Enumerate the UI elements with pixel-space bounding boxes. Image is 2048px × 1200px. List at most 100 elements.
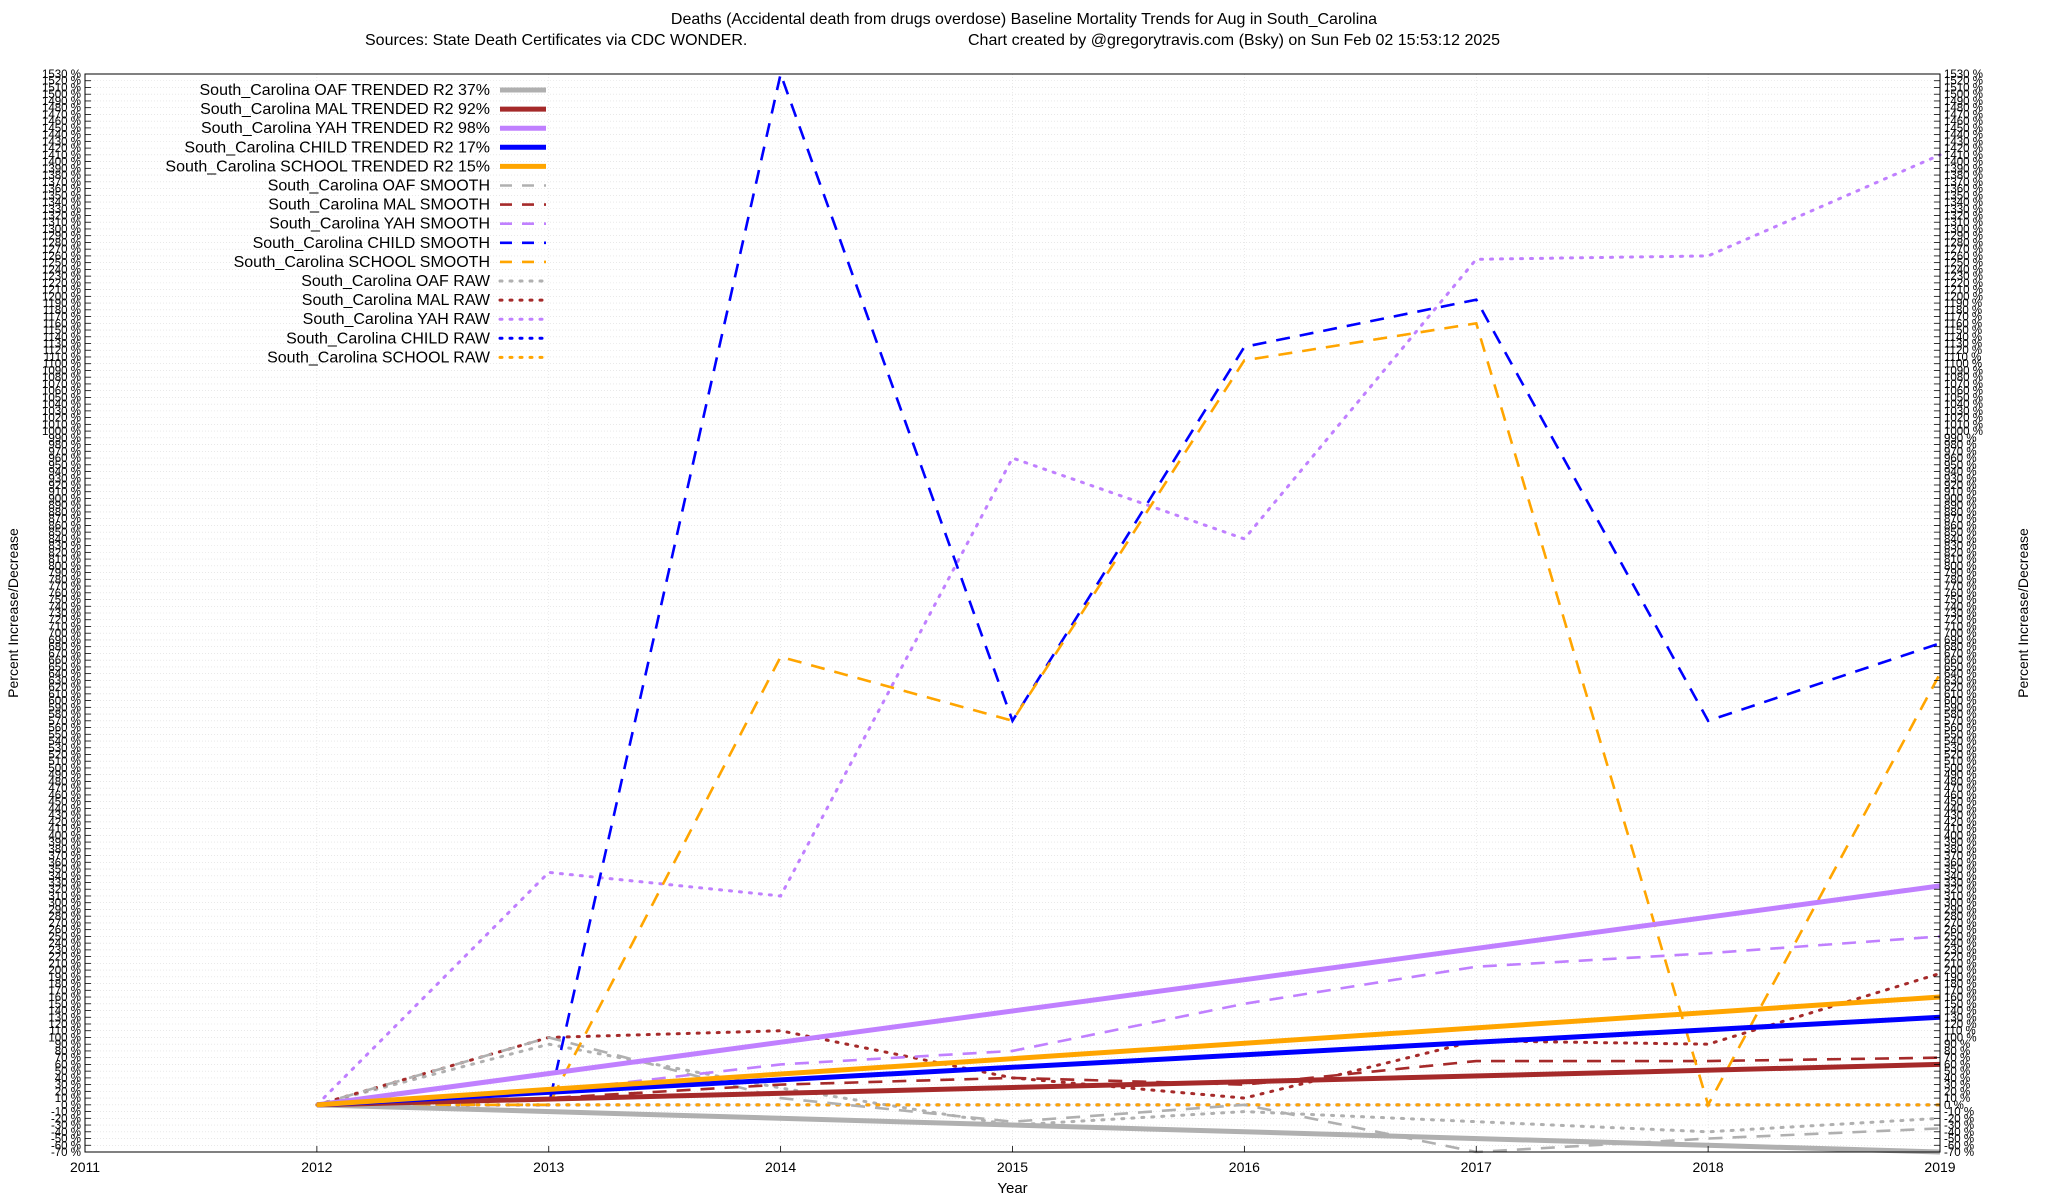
y-tick-label-left: 320 % (48, 884, 81, 896)
y-tick-label-right: 200 % (1944, 965, 1977, 977)
y-tick-label-left: 530 % (48, 743, 81, 755)
y-tick-label-right: 340 % (1944, 871, 1977, 883)
y-tick-label-left: 720 % (48, 615, 81, 627)
y-tick-label-right: 10 % (1944, 1093, 1970, 1105)
y-tick-label-left: 290 % (48, 904, 81, 916)
y-tick-label-right: 1270 % (1944, 244, 1983, 256)
y-tick-label-left: 1250 % (42, 258, 81, 270)
y-tick-label-left: 1170 % (43, 312, 81, 324)
y-tick-label-right: 920 % (1944, 480, 1977, 492)
y-tick-label-left: 1010 % (42, 419, 81, 431)
y-tick-label-left: 680 % (48, 642, 81, 654)
y-tick-label-left: 1050 % (42, 392, 81, 404)
y-tick-label-right: 960 % (1944, 453, 1977, 465)
series-line-south-carolina-mal-trended-r2-92 (316, 1061, 1941, 1108)
series-line-south-carolina-oaf-smooth (316, 1036, 1941, 1154)
x-tick-label: 2014 (765, 1159, 796, 1175)
y-tick-label-left: 580 % (48, 709, 81, 721)
y-tick-label-left: 980 % (48, 440, 81, 452)
y-tick-label-left: 1280 % (42, 237, 81, 249)
y-tick-label-left: 900 % (48, 493, 81, 505)
y-tick-label-right: 460 % (1944, 790, 1977, 802)
y-tick-label-left: 660 % (48, 655, 81, 667)
y-tick-label-left: 450 % (48, 797, 81, 809)
y-tick-label-left: 1240 % (42, 264, 81, 276)
y-tick-label-right: -30 % (1944, 1120, 1974, 1132)
y-tick-label-left: 50 % (55, 1066, 81, 1078)
y-tick-label-right: 1020 % (1944, 413, 1983, 425)
y-tick-label-right: 290 % (1944, 904, 1977, 916)
y-tick-label-right: 330 % (1944, 878, 1977, 890)
y-tick-label-right: 1000 % (1944, 426, 1983, 438)
y-tick-label-right: 1400 % (1944, 157, 1983, 169)
legend-label-south-carolina-oaf-smooth: South_Carolina OAF SMOOTH (268, 178, 490, 195)
y-tick-label-left: 250 % (48, 931, 81, 943)
y-tick-label-left: 160 % (48, 992, 81, 1004)
y-tick-label-left: 1230 % (42, 271, 81, 283)
y-tick-label-right: 640 % (1944, 669, 1977, 681)
y-tick-label-left: 1150 % (43, 325, 81, 337)
y-tick-label-right: 80 % (1944, 1046, 1970, 1058)
x-tick-label: 2013 (533, 1159, 564, 1175)
y-tick-label-left: 1300 % (42, 224, 81, 236)
y-tick-label-right: 810 % (1944, 554, 1977, 566)
y-tick-label-left: 110 % (49, 1026, 81, 1038)
y-tick-label-left: -20 % (51, 1113, 81, 1125)
y-tick-label-right: 1290 % (1944, 231, 1983, 243)
y-tick-label-left: 340 % (48, 871, 81, 883)
y-tick-label-left: 1530 % (42, 69, 81, 81)
y-tick-label-right: 1150 % (1944, 325, 1982, 337)
y-tick-label-right: 880 % (1944, 507, 1977, 519)
series-line-south-carolina-child-trended-r2-17 (316, 1014, 1941, 1108)
y-tick-label-left: 800 % (48, 561, 81, 573)
y-tick-label-left: 650 % (48, 662, 81, 674)
y-tick-label-left: 1410 % (42, 150, 81, 162)
y-tick-label-right: 430 % (1944, 810, 1977, 822)
y-tick-label-left: 70 % (55, 1053, 81, 1065)
y-tick-label-right: 160 % (1944, 992, 1977, 1004)
y-tick-label-right: 530 % (1944, 743, 1977, 755)
y-tick-label-right: -10 % (1944, 1107, 1974, 1119)
y-tick-label-left: 1350 % (42, 190, 81, 202)
series-line-south-carolina-yah-trended-r2-98 (316, 883, 1941, 1108)
y-tick-label-left: 360 % (48, 857, 81, 869)
series-line-south-carolina-oaf-trended-r2-37 (316, 1102, 1941, 1155)
y-tick-label-right: 930 % (1944, 473, 1977, 485)
y-axis-label-right: Percent Increase/Decrease (2015, 528, 2031, 698)
y-tick-label-left: 310 % (48, 891, 81, 903)
y-tick-label-right: 1130 % (1944, 339, 1982, 351)
y-tick-label-left: 30 % (55, 1080, 81, 1092)
y-tick-label-right: -60 % (1944, 1140, 1974, 1152)
y-tick-label-left: 1520 % (42, 76, 81, 88)
y-tick-label-left: 390 % (48, 837, 81, 849)
y-tick-label-right: 590 % (1944, 702, 1977, 714)
legend-label-south-carolina-child-raw: South_Carolina CHILD RAW (286, 330, 491, 347)
y-tick-label-left: 180 % (48, 979, 81, 991)
y-tick-label-right: 520 % (1944, 749, 1977, 761)
y-tick-label-right: 20 % (1944, 1086, 1970, 1098)
y-tick-label-right: 600 % (1944, 696, 1977, 708)
y-tick-label-right: 1080 % (1944, 372, 1983, 384)
y-tick-label-right: 1220 % (1944, 278, 1983, 290)
y-tick-label-left: 150 % (48, 999, 81, 1011)
x-tick-label: 2012 (301, 1159, 332, 1175)
series-line-south-carolina-child-smooth (316, 69, 1941, 1107)
y-tick-label-right: 0 % (1944, 1100, 1964, 1112)
y-tick-label-right: 1190 % (1944, 298, 1982, 310)
y-tick-label-left: 590 % (48, 702, 81, 714)
y-tick-label-left: 950 % (48, 460, 81, 472)
y-tick-label-right: 1240 % (1944, 264, 1983, 276)
y-tick-label-right: 480 % (1944, 776, 1977, 788)
y-tick-label-left: 1140 % (43, 332, 81, 344)
y-tick-label-right: 1420 % (1944, 143, 1983, 155)
y-tick-label-right: 1250 % (1944, 258, 1983, 270)
y-tick-label-right: 500 % (1944, 763, 1977, 775)
y-tick-label-right: 730 % (1944, 608, 1977, 620)
y-tick-label-left: 1060 % (42, 386, 81, 398)
y-tick-label-left: 1180 % (43, 305, 81, 317)
y-tick-label-left: 1160 % (43, 318, 81, 330)
y-tick-label-right: 210 % (1944, 958, 1977, 970)
y-tick-label-right: 1500 % (1944, 89, 1983, 101)
y-tick-label-left: -50 % (51, 1134, 81, 1146)
y-tick-label-left: 890 % (48, 500, 81, 512)
